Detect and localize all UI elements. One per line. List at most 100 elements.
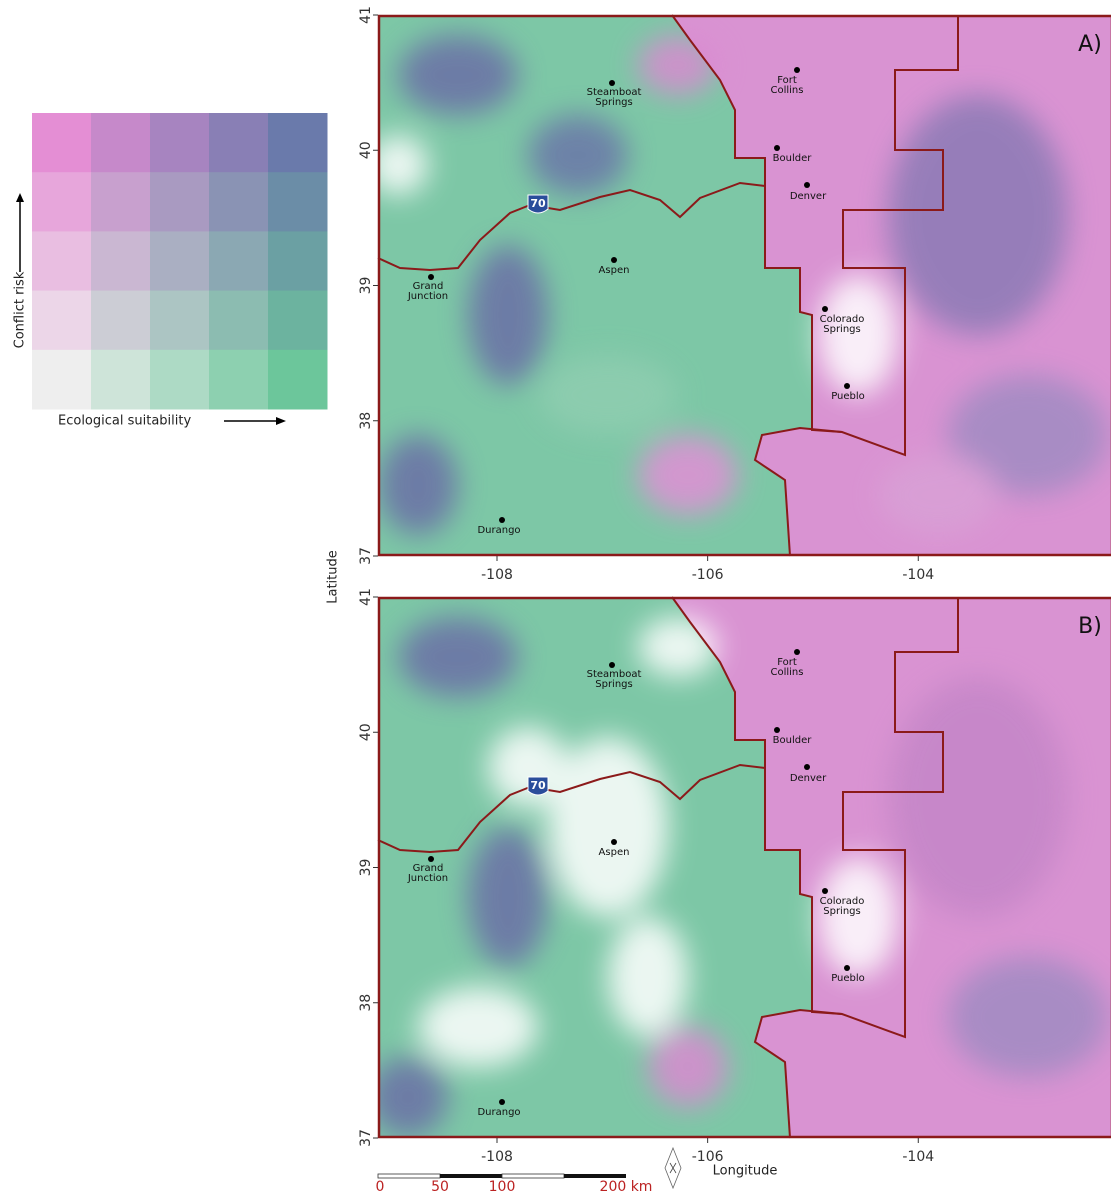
city-dot — [822, 888, 828, 894]
map-raster — [368, 15, 1111, 556]
city-label: Pueblo — [831, 973, 865, 984]
city-dot — [428, 856, 434, 862]
city-label: Boulder — [773, 153, 813, 164]
x-tick-label: -108 — [481, 1149, 513, 1165]
map-blob — [398, 617, 518, 697]
map-blob — [638, 35, 718, 95]
city-label: Junction — [407, 873, 448, 884]
y-tick-label: 41 — [358, 588, 374, 606]
panel-label: B) — [1078, 614, 1102, 639]
city-dot — [611, 257, 617, 263]
x-tick-label: -106 — [692, 1149, 724, 1165]
city-dot — [774, 145, 780, 151]
highway-label: 70 — [530, 779, 546, 792]
map-blob — [468, 827, 548, 967]
y-tick-label: 39 — [358, 859, 374, 877]
map-blob — [378, 435, 458, 535]
city-label: Springs — [823, 906, 860, 917]
legend — [32, 113, 328, 410]
page: Conflict risk Ecological suitability Lat… — [0, 0, 1111, 1193]
scale-label: 200 km — [600, 1179, 653, 1193]
legend-cell — [32, 172, 92, 232]
x-tick-label: -104 — [902, 1149, 934, 1165]
city-label: Denver — [790, 191, 827, 202]
axis-x-label: Longitude — [713, 1164, 778, 1179]
city-dot — [609, 80, 615, 86]
city-dot — [794, 67, 800, 73]
map-blob — [418, 987, 538, 1067]
city-label: Springs — [595, 97, 632, 108]
map-blob — [638, 617, 718, 677]
y-tick-label: 38 — [358, 412, 374, 430]
y-tick-label: 37 — [358, 1129, 374, 1147]
legend-x-label: Ecological suitability — [58, 414, 191, 429]
legend-cell — [32, 113, 92, 173]
legend-cell — [150, 231, 210, 291]
city-label: Denver — [790, 773, 827, 784]
map-blob — [538, 355, 678, 435]
city-label: Aspen — [599, 847, 630, 858]
city-label: Aspen — [599, 265, 630, 276]
city-dot — [611, 839, 617, 845]
y-tick-label: 40 — [358, 723, 374, 741]
legend-cell — [209, 172, 269, 232]
city-dot — [774, 727, 780, 733]
map-blob — [398, 35, 518, 115]
legend-cell — [32, 231, 92, 291]
map-panel: 70SteamboatSpringsFortCollinsBoulderDenv… — [358, 6, 1111, 583]
legend-cell — [91, 113, 151, 173]
north-arrow — [665, 1148, 681, 1188]
city-dot — [609, 662, 615, 668]
scale-label: 100 — [489, 1179, 516, 1193]
arrow-head — [276, 417, 286, 425]
map-blob — [948, 957, 1108, 1077]
legend-cell — [150, 291, 210, 351]
city-label: Collins — [771, 85, 804, 96]
map-blob — [468, 245, 548, 385]
city-dot — [844, 383, 850, 389]
scale-label: 0 — [376, 1179, 385, 1193]
city-label: Springs — [595, 679, 632, 690]
city-label: Durango — [477, 525, 520, 536]
map-raster — [368, 597, 1111, 1138]
legend-cell — [150, 350, 210, 410]
highway-label: 70 — [530, 197, 546, 210]
city-label: Pueblo — [831, 391, 865, 402]
city-dot — [794, 649, 800, 655]
map-blob — [638, 435, 738, 515]
y-tick-label: 41 — [358, 6, 374, 24]
map-blob — [818, 857, 898, 977]
legend-cell — [209, 113, 269, 173]
map-blob — [368, 135, 428, 195]
map-panel: 70SteamboatSpringsFortCollinsBoulderDenv… — [358, 588, 1111, 1165]
map-blob — [608, 917, 688, 1037]
scale-label: 50 — [431, 1179, 449, 1193]
city-dot — [499, 517, 505, 523]
legend-cell — [268, 231, 328, 291]
map-blob — [888, 95, 1068, 335]
legend-cell — [32, 350, 92, 410]
legend-cell — [268, 350, 328, 410]
city-dot — [804, 182, 810, 188]
legend-cell — [91, 291, 151, 351]
y-tick-label: 37 — [358, 547, 374, 565]
city-dot — [804, 764, 810, 770]
x-tick-label: -106 — [692, 567, 724, 583]
city-dot — [844, 965, 850, 971]
map-blob — [488, 727, 568, 807]
y-tick-label: 39 — [358, 277, 374, 295]
legend-cell — [91, 350, 151, 410]
legend-cell — [209, 350, 269, 410]
map-blob — [648, 1027, 728, 1107]
city-label: Springs — [823, 324, 860, 335]
city-label: Durango — [477, 1107, 520, 1118]
legend-cell — [150, 113, 210, 173]
legend-cell — [268, 113, 328, 173]
x-tick-label: -104 — [902, 567, 934, 583]
city-dot — [428, 274, 434, 280]
map-blob — [528, 115, 628, 195]
x-tick-label: -108 — [481, 567, 513, 583]
legend-cell — [150, 172, 210, 232]
scale-bar: 0 50 100 200 km — [376, 1174, 653, 1193]
map-blob — [888, 677, 1068, 917]
